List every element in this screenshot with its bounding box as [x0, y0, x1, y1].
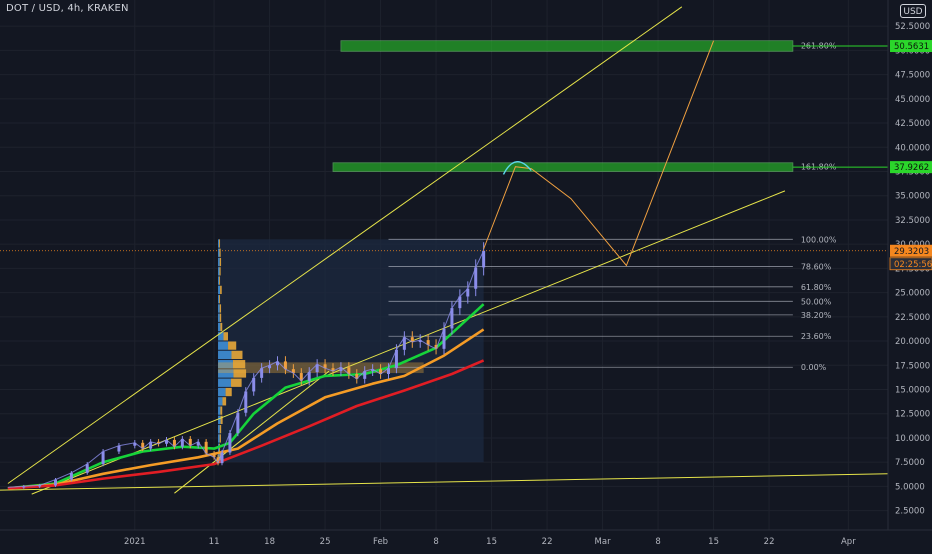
- profile-bar-down: [220, 286, 222, 294]
- profile-bar-up: [218, 323, 220, 331]
- profile-bar-down: [220, 323, 222, 331]
- price-tick-label: 35.0000: [895, 192, 930, 202]
- fib-label: 23.60%: [801, 332, 832, 341]
- price-tick-label: 15.0000: [895, 386, 930, 396]
- profile-bar-down: [224, 332, 228, 340]
- profile-bar-down: [231, 379, 242, 387]
- fib-label: 38.20%: [801, 311, 832, 320]
- profile-bar-up: [218, 286, 220, 294]
- profile-bar-down: [219, 276, 220, 284]
- profile-bar-up: [218, 351, 231, 359]
- price-tick-label: 7.5000: [895, 458, 925, 468]
- profile-bar-down: [220, 406, 222, 414]
- profile-bar-up: [218, 295, 219, 303]
- time-tick-label: 18: [264, 537, 275, 547]
- time-tick-label: 22: [764, 537, 775, 547]
- profile-bar-down: [220, 258, 221, 266]
- profile-bar-up: [218, 239, 219, 247]
- price-tick-label: 22.5000: [895, 313, 930, 323]
- time-tick-label: 8: [433, 537, 438, 547]
- target-zone: [333, 163, 793, 172]
- profile-bar-up: [218, 276, 219, 284]
- profile-bar-down: [220, 434, 221, 442]
- price-tick-label: 20.0000: [895, 337, 930, 347]
- profile-bar-up: [218, 258, 220, 266]
- profile-bar-up: [218, 425, 220, 433]
- profile-bar-up: [218, 304, 220, 312]
- chart-title: DOT / USD, 4h, KRAKEN: [6, 3, 129, 14]
- fib-label: 100.00%: [801, 235, 837, 244]
- time-tick-label: Feb: [373, 537, 388, 547]
- profile-poc: [218, 362, 424, 373]
- fib-label: 61.80%: [801, 283, 832, 292]
- target-price-label: 37.9262: [894, 163, 929, 173]
- time-tick-label: Mar: [595, 537, 612, 547]
- profile-bar-down: [222, 397, 226, 405]
- target-zone: [341, 41, 793, 52]
- price-tick-label: 5.0000: [895, 482, 925, 492]
- profile-bar-up: [218, 314, 220, 322]
- profile-bar-up: [218, 341, 228, 349]
- current-price-label: 29.3203: [894, 247, 929, 257]
- fib-label: 78.60%: [801, 262, 832, 271]
- profile-bar-down: [226, 388, 232, 396]
- price-tick-label: 17.5000: [895, 361, 930, 371]
- time-tick-label: 15: [486, 537, 497, 547]
- currency-button[interactable]: USD: [900, 4, 926, 18]
- price-tick-label: 42.5000: [895, 119, 930, 129]
- price-tick-label: 10.0000: [895, 434, 930, 444]
- candle-body: [86, 464, 89, 473]
- profile-bar-down: [228, 341, 236, 349]
- profile-bar-down: [219, 249, 220, 257]
- time-tick-label: 2021: [124, 537, 146, 547]
- profile-bar-up: [218, 379, 231, 387]
- profile-bar-down: [231, 351, 242, 359]
- profile-bar-down: [219, 239, 220, 247]
- profile-bar-up: [218, 267, 219, 275]
- profile-bar-up: [218, 397, 222, 405]
- price-tick-label: 2.5000: [895, 507, 925, 517]
- profile-bar-up: [218, 416, 221, 424]
- profile-bar-up: [218, 406, 220, 414]
- time-tick-label: 11: [209, 537, 220, 547]
- profile-bar-down: [220, 304, 221, 312]
- profile-bar-down: [219, 267, 220, 275]
- price-tick-label: 52.5000: [895, 22, 930, 32]
- profile-bar-up: [218, 434, 220, 442]
- target-price-label: 50.5631: [894, 42, 929, 52]
- profile-bar-down: [220, 314, 221, 322]
- fib-label: 50.00%: [801, 297, 832, 306]
- price-tick-label: 12.5000: [895, 410, 930, 420]
- profile-bar-up: [218, 388, 226, 396]
- fib-label: 0.00%: [801, 363, 827, 372]
- candle-body: [102, 452, 105, 465]
- profile-bar-down: [220, 425, 221, 433]
- profile-bar-up: [218, 249, 219, 257]
- price-tick-label: 40.0000: [895, 143, 930, 153]
- time-tick-label: 25: [320, 537, 331, 547]
- time-tick-label: 8: [655, 537, 660, 547]
- price-tick-label: 45.0000: [895, 95, 930, 105]
- countdown-label: 02:25:56: [894, 260, 932, 270]
- price-tick-label: 32.5000: [895, 216, 930, 226]
- time-tick-label: 22: [542, 537, 553, 547]
- price-tick-label: 47.5000: [895, 71, 930, 81]
- price-tick-label: 25.0000: [895, 289, 930, 299]
- time-tick-label: Apr: [841, 537, 856, 547]
- profile-bar-down: [219, 295, 220, 303]
- candle-body: [70, 473, 73, 480]
- time-tick-label: 15: [708, 537, 719, 547]
